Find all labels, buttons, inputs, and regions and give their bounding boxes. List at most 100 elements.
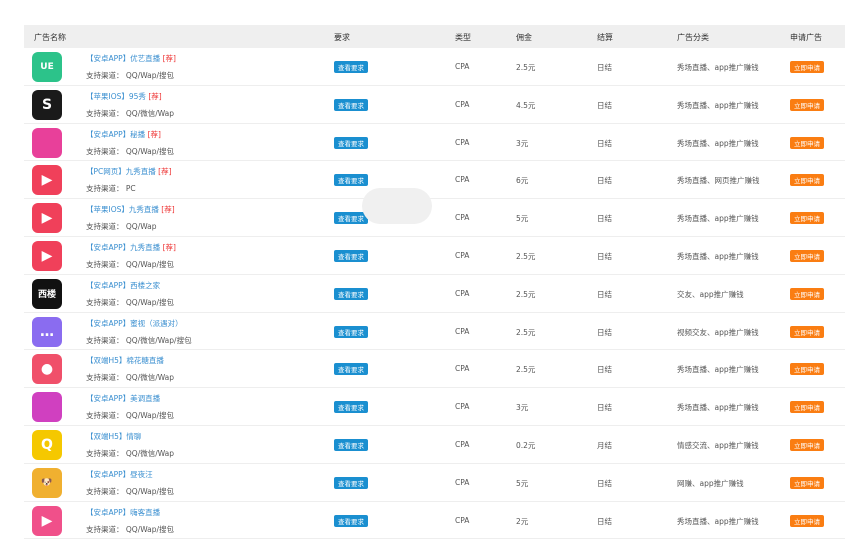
channels: 支持渠道： QQ/Wap/搜包 — [86, 410, 174, 421]
ad-title-link[interactable]: 【安卓APP】昼夜汪 — [86, 469, 153, 480]
category: 网赚、app推广赚钱 — [677, 478, 744, 488]
jiuxiu-logo-icon[interactable]: ▶ — [32, 165, 62, 196]
commission: 2.5元 — [516, 327, 536, 337]
settlement: 月结 — [597, 440, 612, 450]
table-row: ▶ 【苹果IOS】九秀直播 [荐] 支持渠道： QQ/Wap 查看要求 CPA … — [24, 199, 845, 237]
ad-title-link[interactable]: 【安卓APP】九秀直播 [荐] — [86, 242, 176, 253]
type: CPA — [455, 137, 470, 147]
apply-button[interactable]: 立即申请 — [790, 212, 824, 225]
dog-logo-icon[interactable]: 🐶 — [32, 467, 62, 498]
ad-title-link[interactable]: 【安卓APP】蜜视（派遇对） — [86, 318, 183, 329]
channel-prefix: 支持渠道： — [86, 184, 124, 194]
ad-title: 【苹果IOS】九秀直播 — [86, 205, 159, 215]
category: 视频交友、app推广赚钱 — [677, 327, 759, 337]
mibo-logo-icon[interactable] — [32, 127, 62, 158]
meitiao-logo-icon[interactable] — [32, 392, 62, 423]
ad-title: 【安卓APP】美调直播 — [86, 394, 161, 404]
settlement: 日结 — [597, 100, 612, 110]
ad-title-link[interactable]: 【安卓APP】秘播 [荐] — [86, 129, 161, 140]
ad-title-link[interactable]: 【苹果IOS】95秀 [荐] — [86, 91, 162, 102]
apply-button[interactable]: 立即申请 — [790, 287, 824, 300]
view-requirements-button[interactable]: 查看要求 — [334, 61, 368, 73]
channels: 支持渠道： QQ/微信/Wap/搜包 — [86, 335, 192, 346]
commission: 6元 — [516, 176, 529, 186]
loading-toast — [362, 188, 432, 224]
mianhuatang-logo-icon[interactable]: ● — [32, 354, 62, 385]
ad-title-link[interactable]: 【安卓APP】优艺直播 [荐] — [86, 53, 176, 64]
channel-list: QQ/Wap/搜包 — [125, 71, 175, 80]
ad-title-link[interactable]: 【双端H5】棉花糖直播 — [86, 355, 164, 366]
view-requirements-button[interactable]: 查看要求 — [334, 514, 368, 527]
category: 秀场直播、app推广赚钱 — [677, 403, 759, 413]
channel-list: QQ/Wap/搜包 — [125, 259, 175, 269]
ue-logo-icon[interactable]: UE — [32, 52, 62, 82]
channel-list: QQ/Wap/搜包 — [125, 146, 175, 156]
apply-button[interactable]: 立即申请 — [790, 98, 824, 111]
commission: 4.5元 — [516, 100, 536, 110]
ad-title-link[interactable]: 【安卓APP】美调直播 — [86, 393, 160, 404]
category: 秀场直播、app推广赚钱 — [677, 100, 759, 110]
category: 秀场直播、app推广赚钱 — [677, 516, 759, 526]
jiuxiu-logo-icon[interactable]: ▶ — [32, 203, 62, 234]
apply-button[interactable]: 立即申请 — [790, 363, 824, 376]
apply-button[interactable]: 立即申请 — [790, 401, 824, 414]
view-requirements-button[interactable]: 查看要求 — [334, 212, 368, 225]
table-row: ▶ 【安卓APP】嗨客直播 支持渠道： QQ/Wap/搜包 查看要求 CPA 2… — [24, 502, 845, 540]
category: 秀场直播、app推广赚钱 — [677, 63, 759, 72]
table-row: 【安卓APP】美调直播 支持渠道： QQ/Wap/搜包 查看要求 CPA 3元 … — [24, 388, 845, 426]
apply-button[interactable]: 立即申请 — [790, 476, 824, 489]
recommend-tag: [荐] — [162, 54, 176, 63]
view-requirements-button[interactable]: 查看要求 — [334, 438, 368, 451]
ad-title-link[interactable]: 【安卓APP】西楼之家 — [86, 280, 160, 291]
category: 秀场直播、app推广赚钱 — [677, 138, 759, 148]
settlement: 日结 — [597, 63, 612, 72]
view-requirements-button[interactable]: 查看要求 — [334, 363, 368, 376]
recommend-tag: [荐] — [148, 91, 162, 101]
ad-title-link[interactable]: 【PC网页】九秀直播 [荐] — [86, 166, 172, 177]
apply-button[interactable]: 立即申请 — [790, 249, 824, 262]
settlement: 日结 — [597, 138, 612, 148]
apply-button[interactable]: 立即申请 — [790, 514, 824, 527]
ad-title-link[interactable]: 【苹果IOS】九秀直播 [荐] — [86, 204, 175, 215]
category: 秀场直播、app推广赚钱 — [677, 251, 759, 261]
settlement: 日结 — [597, 176, 612, 186]
view-requirements-button[interactable]: 查看要求 — [334, 136, 368, 149]
commission: 3元 — [516, 138, 529, 148]
settlement: 日结 — [597, 365, 612, 375]
apply-button[interactable]: 立即申请 — [790, 438, 824, 451]
header-type: 类型 — [455, 33, 471, 42]
type: CPA — [455, 364, 470, 374]
type: CPA — [455, 515, 470, 525]
view-requirements-button[interactable]: 查看要求 — [334, 401, 368, 414]
recommend-tag: [荐] — [158, 167, 172, 177]
view-requirements-button[interactable]: 查看要求 — [334, 476, 368, 489]
xilou-logo-icon[interactable]: 西楼 — [32, 278, 62, 309]
type: CPA — [455, 326, 470, 336]
view-requirements-button[interactable]: 查看要求 — [334, 325, 368, 338]
table-row: 🐶 【安卓APP】昼夜汪 支持渠道： QQ/Wap/搜包 查看要求 CPA 5元… — [24, 464, 845, 502]
view-requirements-button[interactable]: 查看要求 — [334, 249, 368, 262]
qingliao-logo-icon[interactable]: Q — [32, 429, 62, 460]
table-row: 【安卓APP】秘播 [荐] 支持渠道： QQ/Wap/搜包 查看要求 CPA 3… — [24, 124, 845, 162]
table-header: 广告名称 要求 类型 佣金 结算 广告分类 申请广告 — [24, 25, 845, 48]
ad-title: 【安卓APP】优艺直播 — [86, 54, 161, 63]
95xiu-logo-icon[interactable]: S — [32, 89, 62, 120]
ad-title-link[interactable]: 【双端H5】情聊 — [86, 431, 141, 442]
haike-logo-icon[interactable]: ▶ — [32, 505, 62, 536]
channel-list: QQ/Wap/搜包 — [125, 297, 175, 307]
view-requirements-button[interactable]: 查看要求 — [334, 98, 368, 111]
view-requirements-button[interactable]: 查看要求 — [334, 287, 368, 300]
jiuxiu-logo-icon[interactable]: ▶ — [32, 240, 62, 271]
apply-button[interactable]: 立即申请 — [790, 325, 824, 338]
chat-bubble-logo-icon[interactable]: … — [32, 316, 62, 347]
header-settle: 结算 — [597, 33, 613, 42]
apply-button[interactable]: 立即申请 — [790, 174, 824, 187]
channels: 支持渠道： QQ/Wap — [86, 221, 157, 232]
apply-button[interactable]: 立即申请 — [790, 61, 824, 73]
channel-prefix: 支持渠道： — [86, 259, 124, 269]
ad-title-link[interactable]: 【安卓APP】嗨客直播 — [86, 507, 160, 518]
channel-prefix: 支持渠道： — [86, 448, 124, 458]
view-requirements-button[interactable]: 查看要求 — [334, 174, 368, 187]
apply-button[interactable]: 立即申请 — [790, 136, 824, 149]
channels: 支持渠道： QQ/微信/Wap — [86, 108, 174, 119]
